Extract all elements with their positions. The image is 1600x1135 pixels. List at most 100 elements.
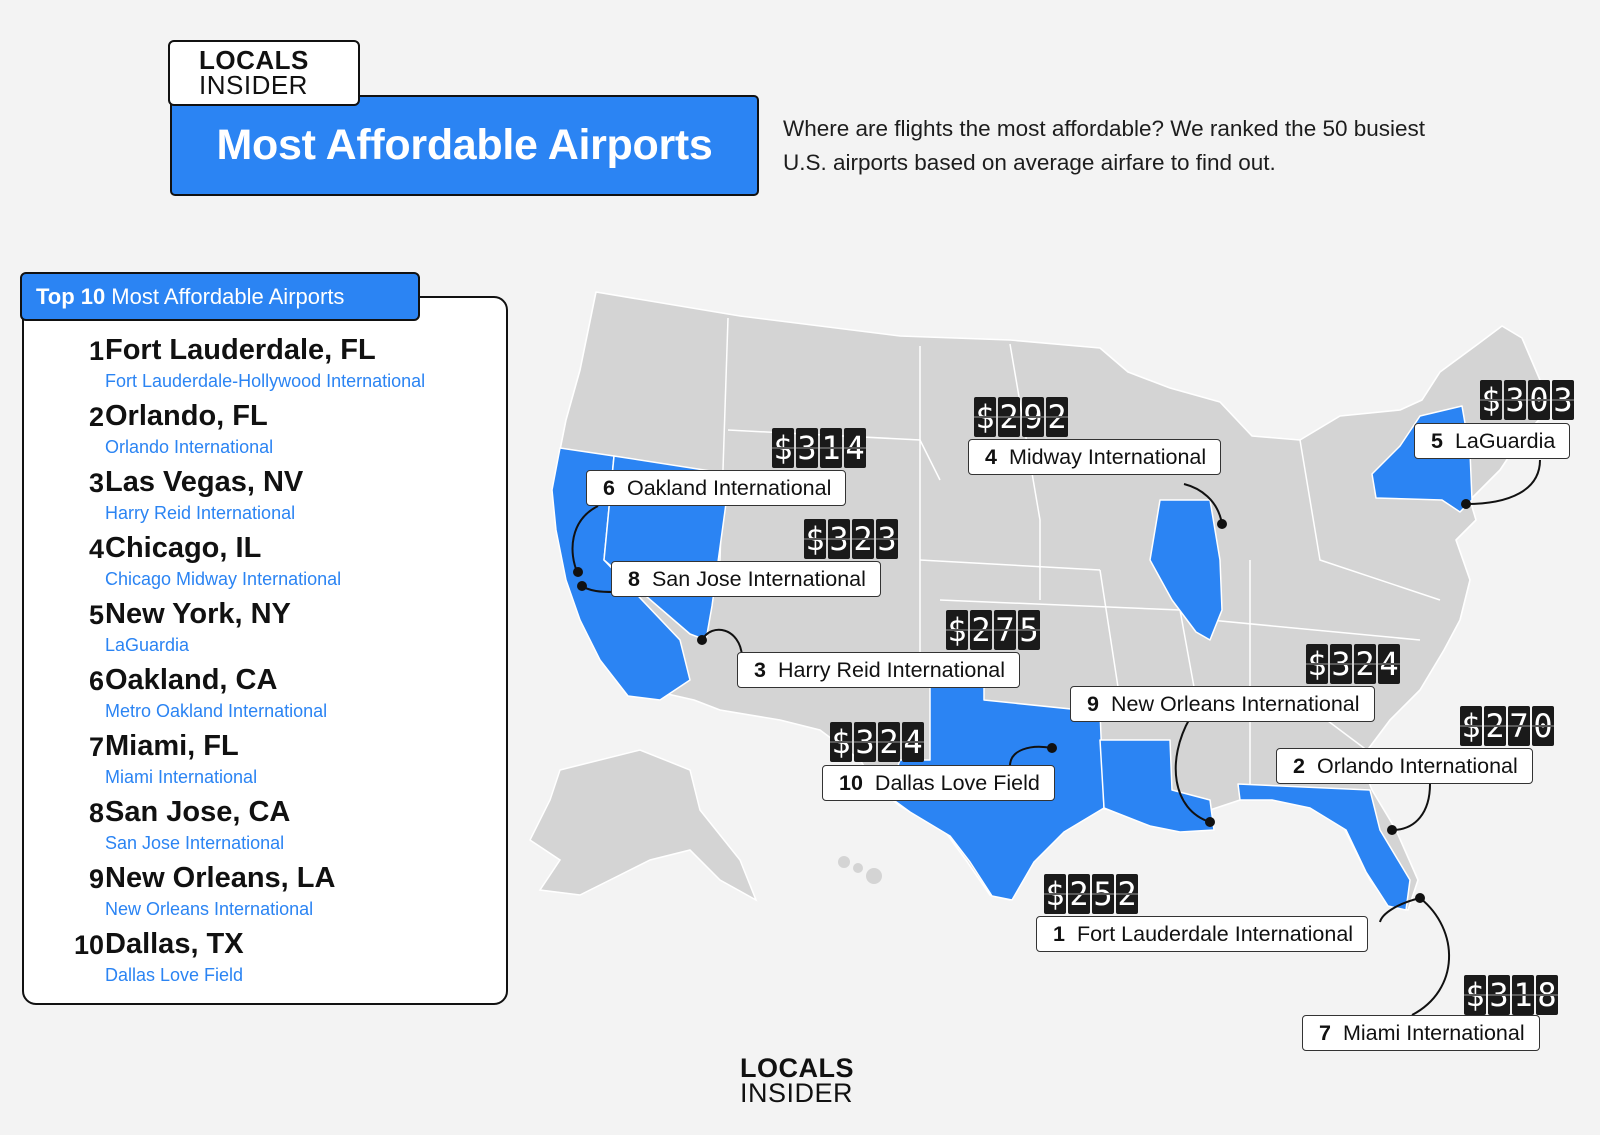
city-name: Chicago, IL [105, 532, 262, 564]
footer-brand-line-2: INSIDER [740, 1078, 854, 1108]
leader-lines [571, 459, 1541, 1016]
rank-number: 4 [88, 534, 104, 564]
callout-label: Dallas Love Field [874, 770, 1040, 795]
callout-rank: 6 [603, 475, 615, 500]
price-digit: 0 [1528, 380, 1550, 420]
top-10-list: 1 Fort Lauderdale, FL Fort Lauderdale-Ho… [22, 296, 508, 1005]
callout-rank: 4 [985, 444, 997, 469]
callout-san-jose: 8 San Jose International [611, 561, 881, 597]
price-tag-san-jose: $3 2 3 [804, 519, 898, 559]
airport-markers [573, 499, 1471, 903]
city-name: San Jose, CA [105, 796, 291, 828]
callout-rank: 5 [1431, 428, 1443, 453]
price-digit: 3 [854, 722, 876, 762]
callout-label: Oakland International [626, 475, 832, 500]
price-digit: 7 [1508, 706, 1530, 746]
airport-name: San Jose International [105, 833, 285, 853]
callout-fort-lauderdale: 1 Fort Lauderdale International [1036, 916, 1369, 952]
airport-name: Metro Oakland International [105, 701, 328, 721]
city-name: New York, NY [105, 598, 291, 630]
price-digit: 2 [1354, 644, 1376, 684]
callout-rank: 1 [1053, 921, 1065, 946]
leader-dallas [1009, 745, 1053, 767]
marker-san-jose [577, 581, 587, 591]
price-tag-midway: $2 9 2 [974, 397, 1068, 437]
hawaii-shape [838, 856, 882, 884]
louisiana-shape [1099, 739, 1215, 833]
callout-rank: 10 [839, 770, 863, 795]
price-digit: 3 [796, 428, 818, 468]
city-name: Las Vegas, NV [105, 466, 304, 498]
leader-midway [1183, 483, 1223, 525]
rank-number: 9 [88, 864, 104, 894]
leader-miami [1411, 897, 1451, 1016]
marker-las-vegas [697, 635, 707, 645]
callout-oakland: 6 Oakland International [586, 470, 847, 506]
list-item: 3 Las Vegas, NV Harry Reid International [24, 466, 510, 530]
leader-orlando [1391, 783, 1431, 831]
price-digit: 2 [1116, 874, 1138, 914]
price-digit: 5 [1092, 874, 1114, 914]
price-tag-fort-lauderdale: $2 5 2 [1044, 874, 1138, 914]
marker-fort-lauderdale [1415, 893, 1425, 903]
price-digit: 1 [1512, 975, 1534, 1015]
callout-label: Harry Reid International [777, 657, 1006, 682]
airport-name: New Orleans International [105, 899, 314, 919]
price-tag-laguardia: $3 0 3 [1480, 380, 1574, 420]
airport-name: Orlando International [105, 437, 274, 457]
price-tag-oakland: $3 1 4 [772, 428, 866, 468]
rank-number: 8 [88, 798, 104, 828]
price-tag-dallas: $3 2 4 [830, 722, 924, 762]
list-item: 2 Orlando, FL Orlando International [24, 400, 510, 464]
price-tag-orlando: $2 7 0 [1460, 706, 1554, 746]
callout-label: Orlando International [1316, 753, 1518, 778]
price-tag-miami: $3 1 8 [1464, 975, 1558, 1015]
title-banner: Most Affordable Airports [170, 95, 759, 196]
callout-label: New Orleans International [1110, 691, 1360, 716]
callout-rank: 8 [628, 566, 640, 591]
price-digit: 3 [876, 519, 898, 559]
brand-logo: LOCALS INSIDER [168, 40, 360, 106]
callout-label: San Jose International [651, 566, 866, 591]
footer-brand-line-1: LOCALS [740, 1053, 854, 1083]
price-digit: 7 [994, 610, 1016, 650]
page-subtitle: Where are flights the most affordable? W… [783, 116, 1426, 175]
brand-line-2: INSIDER [199, 70, 308, 100]
price-digit: 4 [844, 428, 866, 468]
price-digit: 3 [828, 519, 850, 559]
price-digit: 9 [1022, 397, 1044, 437]
list-item: 10 Dallas, TX Dallas Love Field [24, 928, 510, 992]
price-digit: 2 [878, 722, 900, 762]
price-digit: 8 [1536, 975, 1558, 1015]
page-title: Most Affordable Airports [216, 121, 713, 169]
callout-label: LaGuardia [1454, 428, 1556, 453]
leader-fort-lauderdale [1379, 897, 1421, 923]
leader-new-orleans [1174, 717, 1211, 823]
callout-orlando: 2 Orlando International [1276, 748, 1533, 784]
price-digit: 2 [970, 610, 992, 650]
callout-label: Fort Lauderdale International [1076, 921, 1354, 946]
price-digit: $ [1460, 706, 1482, 746]
price-digit: 2 [1068, 874, 1090, 914]
illinois-shape [1149, 499, 1223, 641]
marker-new-orleans [1205, 817, 1215, 827]
callout-rank: 7 [1319, 1020, 1331, 1045]
list-item: 4 Chicago, IL Chicago Midway Internation… [24, 532, 510, 596]
airport-name: Fort Lauderdale-Hollywood International [105, 371, 426, 391]
rank-number: 5 [88, 600, 104, 630]
city-name: Miami, FL [105, 730, 239, 762]
list-item: 9 New Orleans, LA New Orleans Internatio… [24, 862, 510, 926]
marker-laguardia [1461, 499, 1471, 509]
price-digit: 2 [998, 397, 1020, 437]
rank-number: 1 [88, 336, 104, 366]
alaska-shape [529, 749, 758, 902]
city-name: Oakland, CA [105, 664, 278, 696]
marker-midway [1217, 519, 1227, 529]
rank-number: 10 [73, 930, 104, 960]
city-name: Dallas, TX [105, 928, 244, 960]
price-digit: $ [830, 722, 852, 762]
callout-laguardia: 5 LaGuardia [1414, 423, 1571, 459]
callout-las-vegas: 3 Harry Reid International [737, 652, 1021, 688]
rank-number: 6 [88, 666, 104, 696]
price-digit: $ [974, 397, 996, 437]
